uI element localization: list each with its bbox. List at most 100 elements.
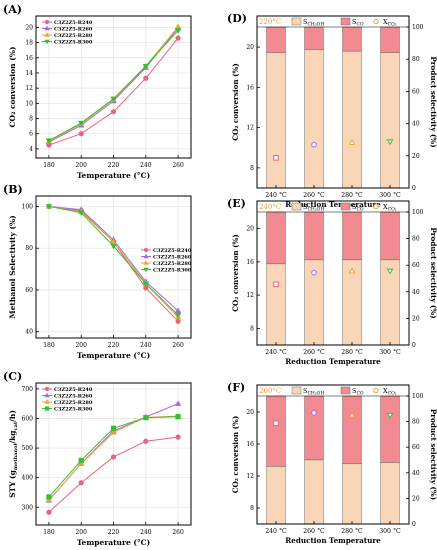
x-tick-label: 300 °C: [379, 349, 401, 356]
legend-swatch: [340, 386, 351, 395]
legend-swatch: [291, 17, 302, 26]
legend-marker: [44, 19, 50, 25]
y-tick-label-right: 40: [412, 121, 420, 128]
data-point: [174, 312, 182, 319]
x-tick-label: 260: [172, 529, 184, 536]
plot-frame: [256, 200, 410, 346]
y-axis-label-sub: cat: [13, 421, 19, 430]
x-tick-label: 200: [75, 529, 87, 536]
legend-marker: [373, 203, 379, 210]
x-axis-label: Temperature (°C): [77, 351, 150, 360]
y-tick-label-left: 12: [246, 473, 254, 480]
temperature-label: 220°C: [259, 18, 281, 26]
data-point: [78, 460, 85, 466]
legend-marker: [44, 406, 50, 411]
data-point: [46, 494, 52, 500]
x-tick-label: 260 °C: [303, 192, 325, 199]
panel-label: (F): [227, 381, 245, 394]
y-tick-label-right: 80: [412, 56, 420, 63]
legend-label: C3Z2Z5-R300: [153, 268, 192, 274]
bar-co-selectivity: [266, 211, 286, 265]
panel-d-bar-chart: 240 °C 260 °C 280 °C 300 °C 8 12 16 20 0 20 40 60 80…: [227, 12, 437, 209]
y-tick-label-right: 80: [412, 236, 420, 243]
data-point: [78, 457, 84, 464]
legend-label-sub: CO₂: [388, 207, 397, 213]
x-tick-label: 300 °C: [379, 528, 401, 535]
y-tick-label: 14: [25, 70, 33, 77]
bar-co-selectivity: [266, 26, 286, 53]
panel-label: (B): [3, 183, 23, 196]
conversion-marker: [311, 269, 317, 276]
conversion-marker: [273, 281, 279, 288]
panel-f-bar-chart: 240 °C 260 °C 280 °C 300 °C 8 12 16 20 0 20 40 60 80…: [227, 381, 437, 545]
legend-label: C3Z2Z5-R260: [54, 394, 93, 400]
legend-label-sub: CO₂: [388, 391, 397, 397]
data-point: [110, 96, 117, 103]
plot-frame: [256, 384, 410, 525]
y-tick-label-right: 20: [412, 495, 420, 502]
y-tick-label-right: 40: [412, 289, 420, 296]
x-tick-label: 180: [43, 529, 55, 536]
data-point: [174, 23, 182, 29]
bar-co-selectivity: [342, 211, 362, 261]
data-point: [174, 28, 182, 34]
legend-label: SCO: [352, 387, 364, 397]
panel-b-line-chart: 180 200 220 240 260 40 60 80 100 (B) Temperature (…: [3, 183, 192, 360]
data-point: [45, 204, 53, 210]
y-axis-label-text: STY (g: [8, 469, 17, 498]
x-tick-label: 280 °C: [341, 528, 363, 535]
y-axis-label-text: /h): [8, 410, 17, 422]
legend-label-sub: CH₃OH: [307, 22, 324, 28]
x-tick-label: 220: [108, 162, 120, 169]
legend-label-text: X: [383, 387, 388, 395]
legend-label: SCH₃OH: [303, 203, 324, 213]
legend-label: C3Z2Z5-R300: [54, 40, 93, 46]
x-axis-label: Reduction Temperature: [285, 200, 381, 209]
x-tick-label: 200: [75, 162, 87, 169]
data-point: [78, 131, 84, 137]
legend-label-sub: CO: [356, 207, 363, 213]
bar-co-selectivity: [304, 26, 324, 50]
data-point: [110, 238, 117, 245]
legend-label: C3Z2Z5-R280: [54, 400, 93, 406]
data-point: [110, 454, 117, 460]
conversion-marker: [311, 141, 317, 148]
legend-marker: [44, 32, 50, 37]
conversion-marker: [386, 139, 394, 146]
conversion-marker: [348, 411, 356, 418]
data-point: [45, 138, 53, 144]
legend-marker: [44, 386, 50, 392]
bar-methanol-selectivity: [342, 50, 362, 189]
y-tick-label: 4: [29, 146, 33, 153]
legend-marker: [143, 253, 149, 259]
data-point: [174, 307, 182, 314]
panel-label: (A): [3, 3, 22, 16]
x-tick-label: 260: [172, 342, 184, 349]
panel-c-line-chart: 180 200 220 240 260 300 400 500 600 700(C) Tempera…: [3, 370, 192, 547]
legend-label-text: X: [383, 203, 388, 211]
data-point: [78, 210, 85, 217]
legend-marker: [143, 247, 149, 253]
data-point: [143, 415, 149, 421]
y-axis-label-left: CO₂ conversion (%): [231, 416, 240, 494]
legend-marker: [44, 392, 50, 398]
y-axis-label: CO₂ conversion (%): [8, 47, 17, 128]
y-tick-label: 10: [25, 100, 33, 107]
legend-label: XCO₂: [383, 18, 397, 28]
legend-label-sub: CO₂: [388, 22, 397, 28]
bar-co-selectivity: [304, 211, 324, 261]
data-point: [142, 281, 149, 288]
panel-label: (C): [3, 370, 22, 383]
legend-label: C3Z2Z5-R240: [54, 387, 93, 393]
data-point: [142, 63, 149, 70]
y-tick-label-right: 60: [412, 88, 420, 95]
panel-a-line-chart: 180 200 220 240 260 4 6 8 10 12 14 16 18 20 (A) Tempera…: [3, 3, 192, 180]
legend-marker: [373, 18, 379, 25]
data-point: [78, 120, 85, 127]
y-tick-label-left: 12: [246, 292, 254, 299]
y-tick-label: 20: [25, 24, 33, 31]
data-point: [175, 318, 181, 324]
legend-label-sub: CO: [356, 22, 363, 28]
temperature-label: 240°C: [259, 203, 281, 211]
y-tick-label-left: 20: [246, 226, 254, 233]
